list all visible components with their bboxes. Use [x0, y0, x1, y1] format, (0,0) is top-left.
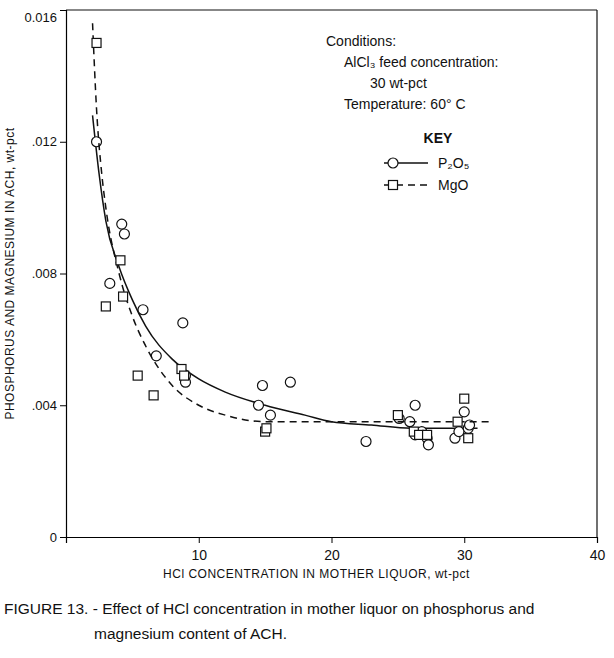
- fit-curve: [93, 115, 478, 428]
- data-point: [454, 427, 464, 437]
- data-point: [180, 371, 189, 380]
- chart: 10 20 30 40 0 .004 .008 .012 0.016 HCl CONCENTRAT…: [0, 0, 614, 658]
- legend-label: P₂O₅: [438, 155, 469, 171]
- data-point: [423, 430, 432, 439]
- annotation: AlCl₃ feed concentration:: [344, 54, 498, 70]
- x-tick: 30: [457, 537, 473, 563]
- y-tick-mark: [60, 405, 66, 406]
- data-point: [285, 377, 295, 387]
- data-point: [361, 436, 371, 446]
- plot-area: [92, 23, 491, 450]
- data-point: [149, 391, 158, 400]
- data-point: [453, 417, 462, 426]
- annotation: Conditions:: [326, 33, 396, 49]
- y-axis-line: [60, 11, 67, 538]
- data-point: [460, 394, 469, 403]
- y-tick-mark: [60, 10, 66, 11]
- x-tick-mark: [597, 537, 598, 543]
- y-tick: .012: [32, 134, 66, 149]
- data-point: [178, 318, 188, 328]
- data-point: [116, 256, 125, 265]
- data-point: [180, 371, 190, 381]
- frame-right: [596, 10, 597, 537]
- y-tick-label: 0.016: [24, 10, 57, 25]
- x-tick-mark: [199, 537, 200, 543]
- legend-item: P₂O₅: [384, 155, 469, 171]
- data-point: [105, 278, 115, 288]
- x-tick: 20: [324, 537, 340, 563]
- y-tick-mark: [60, 537, 66, 538]
- annotations: Conditions: AlCl₃ feed concentration: 30 w…: [326, 33, 498, 112]
- data-point: [138, 305, 148, 315]
- y-tick: 0.016: [24, 10, 66, 25]
- legend: KEY P₂O₅ MgO: [384, 130, 469, 193]
- x-tick-mark: [464, 537, 465, 543]
- legend-marker: [389, 181, 398, 190]
- data-point: [464, 434, 473, 443]
- y-tick-label: .004: [32, 398, 57, 413]
- y-axis: 0 .004 .008 .012 0.016: [24, 10, 66, 545]
- x-tick-label: 10: [191, 547, 207, 563]
- y-tick-label: 0: [50, 530, 57, 545]
- data-point: [119, 292, 128, 301]
- y-tick: .008: [32, 266, 66, 281]
- data-point: [423, 440, 433, 450]
- data-point: [92, 38, 101, 47]
- legend-item: MgO: [384, 177, 468, 193]
- data-point: [151, 351, 161, 361]
- x-axis: 10 20 30 40: [67, 537, 606, 563]
- x-tick-mark: [332, 537, 333, 543]
- y-axis-title: PHOSPHORUS AND MAGNESIUM IN ACH, wt-pct: [3, 127, 17, 419]
- data-point: [133, 371, 142, 380]
- legend-label: MgO: [438, 177, 468, 193]
- x-tick-label: 40: [590, 547, 606, 563]
- y-tick-label: .012: [32, 134, 57, 149]
- legend-title: KEY: [424, 130, 453, 146]
- y-tick: .004: [32, 398, 66, 413]
- data-point: [265, 410, 275, 420]
- data-point: [459, 407, 469, 417]
- data-point: [119, 229, 129, 239]
- x-axis-line: [67, 538, 598, 544]
- data-point: [101, 302, 110, 311]
- data-point: [92, 137, 102, 147]
- data-point: [393, 411, 402, 420]
- data-point: [257, 380, 267, 390]
- data-point: [253, 400, 263, 410]
- x-axis-title: HCl CONCENTRATION IN MOTHER LIQUOR, wt-p…: [163, 567, 470, 581]
- data-point: [262, 424, 271, 433]
- annotation: 30 wt-pct: [370, 75, 427, 91]
- y-tick-mark: [60, 274, 66, 275]
- frame-top: [66, 9, 597, 10]
- title: FIGURE 13. - Effect of HCl concentration…: [4, 600, 539, 642]
- legend-marker: [388, 158, 398, 168]
- annotation: Temperature: 60° C: [344, 96, 466, 112]
- y-tick-label: .008: [32, 266, 57, 281]
- x-tick-label: 20: [324, 547, 340, 563]
- x-tick-label: 30: [457, 547, 473, 563]
- x-tick: 10: [191, 537, 207, 563]
- fit-curve: [93, 23, 491, 422]
- y-tick: 0: [50, 530, 66, 545]
- data-point: [117, 219, 127, 229]
- y-tick-mark: [60, 142, 66, 143]
- data-point: [410, 400, 420, 410]
- x-tick: 40: [590, 537, 606, 563]
